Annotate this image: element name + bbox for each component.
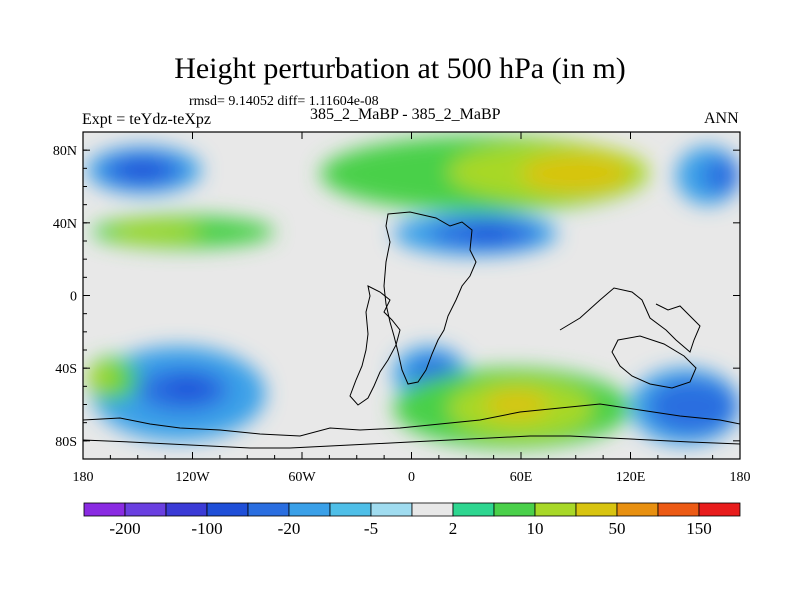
x-tick-label: 120W xyxy=(175,470,210,485)
y-tick-label: 40S xyxy=(55,362,77,377)
experiment-label: Expt = teYdz-teXpz xyxy=(82,111,211,128)
coastline-asia-east xyxy=(559,287,701,353)
colorbar-swatch xyxy=(288,502,331,517)
colorbar-swatch xyxy=(329,502,372,517)
x-tick-label: 180 xyxy=(73,470,94,485)
contour-region-2 xyxy=(119,161,166,180)
colorbar-swatch xyxy=(452,502,495,517)
contour-region-10 xyxy=(521,153,631,194)
colorbar-swatch xyxy=(534,502,577,517)
x-tick-label: 180 xyxy=(730,470,751,485)
colorbar-label: 150 xyxy=(686,519,712,538)
x-tick-label: 120E xyxy=(616,470,646,485)
colorbar-label: -5 xyxy=(364,519,378,538)
colorbar: -200 -100 -20 -5 2 10 50 150 xyxy=(83,502,741,538)
colorbar-swatch xyxy=(370,502,413,517)
coastline-antarctica-inner xyxy=(83,435,740,449)
x-tick-label: 60E xyxy=(510,470,533,485)
colorbar-swatch xyxy=(206,502,249,517)
colorbar-label: -20 xyxy=(278,519,301,538)
y-tick-label: 40N xyxy=(53,217,77,232)
contour-region-5 xyxy=(466,226,512,241)
colorbar-swatch xyxy=(575,502,618,517)
colorbar-label: 2 xyxy=(449,519,458,538)
colorbar-swatch xyxy=(657,502,700,517)
colorbar-swatch xyxy=(411,502,454,517)
coastline-antarctica xyxy=(83,403,740,437)
colorbar-label: -100 xyxy=(191,519,222,538)
colorbar-swatch xyxy=(124,502,167,517)
colorbar-label: -200 xyxy=(109,519,140,538)
colorbar-swatch xyxy=(83,502,126,517)
case-label: 385_2_MaBP - 385_2_MaBP xyxy=(310,106,501,123)
colorbar-swatch xyxy=(165,502,208,517)
coastline-overlay xyxy=(83,211,740,449)
y-tick-label: 0 xyxy=(70,290,77,305)
colorbar-label: 50 xyxy=(609,519,626,538)
contour-region-24 xyxy=(86,368,120,390)
coastline-south-america xyxy=(349,285,401,406)
x-tick-label: 0 xyxy=(408,470,415,485)
contour-region-12 xyxy=(110,222,202,242)
colorbar-swatch xyxy=(493,502,536,517)
coastline-australia xyxy=(611,335,697,389)
contour-region-22 xyxy=(484,389,549,420)
colorbar-label: 10 xyxy=(527,519,544,538)
y-tick-label: 80S xyxy=(55,435,77,450)
contour-region-7 xyxy=(703,157,740,194)
coastline-africa xyxy=(383,211,477,385)
colorbar-swatch xyxy=(698,502,741,517)
contour-region-15 xyxy=(165,379,211,398)
x-tick-label: 60W xyxy=(288,470,316,485)
colorbar-swatch xyxy=(616,502,659,517)
contour-region-19 xyxy=(648,379,737,434)
chart-title: Height perturbation at 500 hPa (in m) xyxy=(174,52,626,85)
stats-label: rmsd= 9.14052 diff= 1.11604e-08 xyxy=(189,94,379,109)
season-label: ANN xyxy=(704,110,739,127)
y-tick-label: 80N xyxy=(53,144,77,159)
colorbar-swatch xyxy=(247,502,290,517)
